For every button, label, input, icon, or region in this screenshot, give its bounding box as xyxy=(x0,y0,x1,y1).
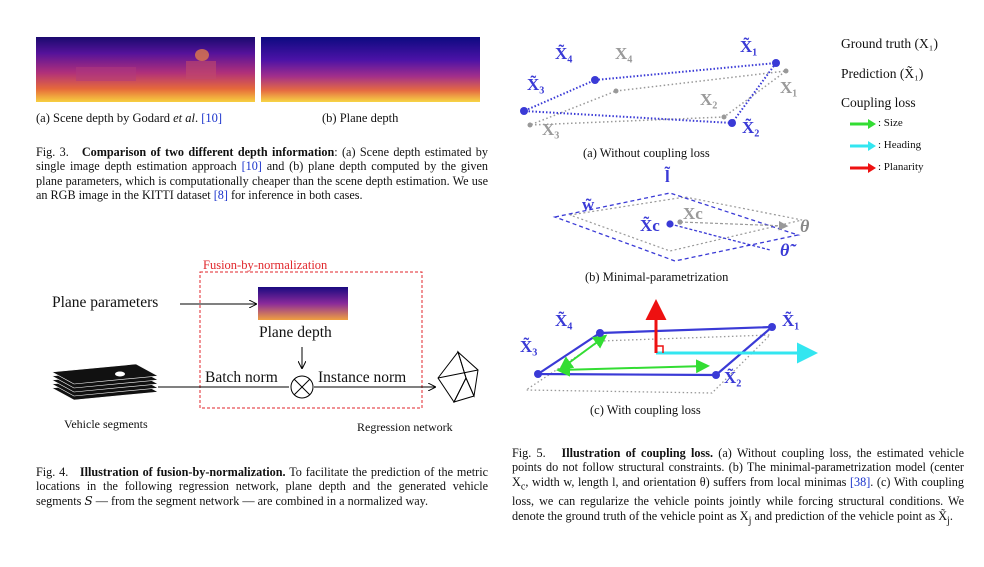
fig3-caption: Fig. 3. Comparison of two different dept… xyxy=(36,145,488,202)
panel-c xyxy=(523,299,818,394)
legend-prediction: Prediction (X̃₁) xyxy=(841,66,924,81)
plane-parameters-label: Plane parameters xyxy=(52,294,159,311)
label-c-x3: X̃₃ xyxy=(520,337,538,356)
regression-network-icon xyxy=(437,350,479,403)
label-c-x2: X̃₂ xyxy=(724,368,742,387)
label-x3-gt: X₃ xyxy=(542,120,560,139)
legend-heading: : Heading xyxy=(878,139,922,151)
fusion-diagram xyxy=(50,271,479,409)
legend-size: : Size xyxy=(878,117,903,129)
label-w: w̃ xyxy=(582,195,595,214)
label-l: l̃ xyxy=(665,167,670,186)
panel-b xyxy=(552,192,803,262)
plane-depth-image xyxy=(261,37,480,102)
label-c-x4: X̃₄ xyxy=(555,311,573,330)
fig5-caption: Fig. 5. Illustration of coupling loss. (… xyxy=(512,446,964,527)
label-theta-pred: θ̃ xyxy=(780,240,790,260)
label-x4-gt: X₄ xyxy=(615,44,633,63)
fig5-sub-c: (c) With coupling loss xyxy=(590,403,701,417)
depth-images xyxy=(36,37,480,102)
legend-arrows xyxy=(850,119,876,173)
fig4-caption: Fig. 4. Illustration of fusion-by-normal… xyxy=(36,465,489,508)
batch-norm-label: Batch norm xyxy=(205,369,278,386)
fig3-sub-b: (b) Plane depth xyxy=(322,111,399,125)
plane-depth-label: Plane depth xyxy=(259,324,332,341)
coupling-diagram xyxy=(520,59,818,394)
fig5-sub-b: (b) Minimal-parametrization xyxy=(585,270,729,284)
vehicle-segments-label: Vehicle segments xyxy=(64,417,148,431)
panel-a xyxy=(520,59,789,128)
regression-network-label: Regression network xyxy=(357,420,453,434)
vehicle-segments-stack xyxy=(50,363,160,401)
fig5-sub-a: (a) Without coupling loss xyxy=(583,146,710,160)
plane-depth-thumb xyxy=(258,287,348,320)
fusion-title: Fusion-by-normalization xyxy=(203,258,328,272)
label-x2-pred: X̃₂ xyxy=(742,118,760,137)
label-xc-gt: Xc xyxy=(683,204,703,223)
scene-depth-image xyxy=(36,37,255,102)
label-x1-gt: X₁ xyxy=(780,78,798,97)
legend-ground-truth: Ground truth (X₁) xyxy=(841,36,938,51)
label-x3-pred: X̃₃ xyxy=(527,75,545,94)
instance-norm-label: Instance norm xyxy=(318,369,407,386)
fusion-box xyxy=(199,271,423,409)
label-x2-gt: X₂ xyxy=(700,90,718,109)
legend-planarity: : Planarity xyxy=(878,161,924,173)
label-c-x1: X̃₁ xyxy=(782,311,800,330)
label-x1-pred: X̃₁ xyxy=(740,37,758,56)
label-x4-pred: X̃₄ xyxy=(555,44,573,63)
fig3-sub-a: (a) Scene depth by Godard et al. [10] xyxy=(36,111,223,125)
legend-coupling: Coupling loss xyxy=(841,95,916,110)
label-theta: θ xyxy=(800,216,810,236)
label-xc-pred: X̃c xyxy=(640,216,660,235)
